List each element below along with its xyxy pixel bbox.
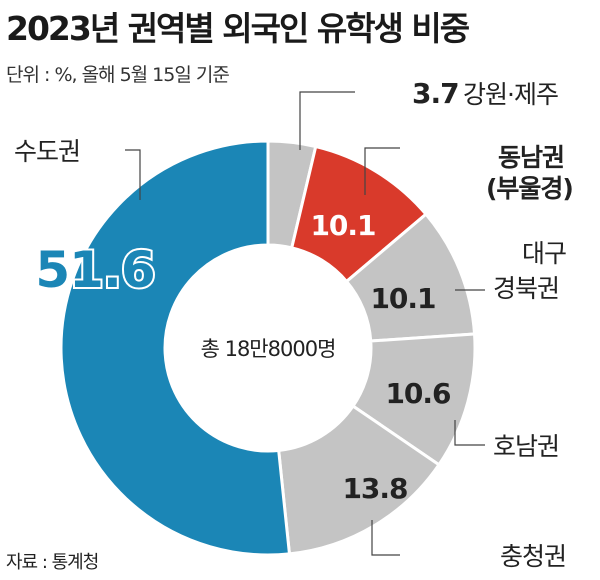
value-label-0: 3.7 (412, 77, 459, 110)
category-label-5: 수도권 (14, 137, 80, 166)
category-label-2b: 경북권 (493, 274, 559, 303)
center-label: 총 18만8000명 (201, 337, 336, 361)
category-label-1a: 동남권 (498, 143, 564, 172)
value-label-4: 13.8 (342, 472, 407, 505)
leader-line-0 (299, 91, 355, 150)
chart-source: 자료 : 통계청 (6, 552, 99, 573)
category-label-1b: (부울경) (486, 174, 573, 203)
value-label-1: 10.1 (310, 209, 375, 242)
category-label-3: 호남권 (493, 432, 559, 461)
category-label-4: 충청권 (500, 542, 566, 571)
category-label-2a: 대구 (522, 239, 566, 268)
value-label-3: 10.6 (385, 377, 450, 410)
value-label-2: 10.1 (370, 282, 435, 315)
slice-5 (59, 139, 292, 557)
chart-title: 2023년 권역별 외국인 유학생 비중 (6, 9, 470, 48)
leader-line-3 (454, 420, 485, 446)
leader-line-1 (364, 147, 400, 195)
category-label-0: 강원·제주 (463, 80, 558, 109)
value-label-5: 51.6 (35, 241, 154, 299)
chart-subtitle: 단위 : %, 올해 5월 15일 기준 (6, 64, 230, 86)
leader-line-5 (125, 149, 141, 200)
leader-line-4 (371, 520, 400, 556)
